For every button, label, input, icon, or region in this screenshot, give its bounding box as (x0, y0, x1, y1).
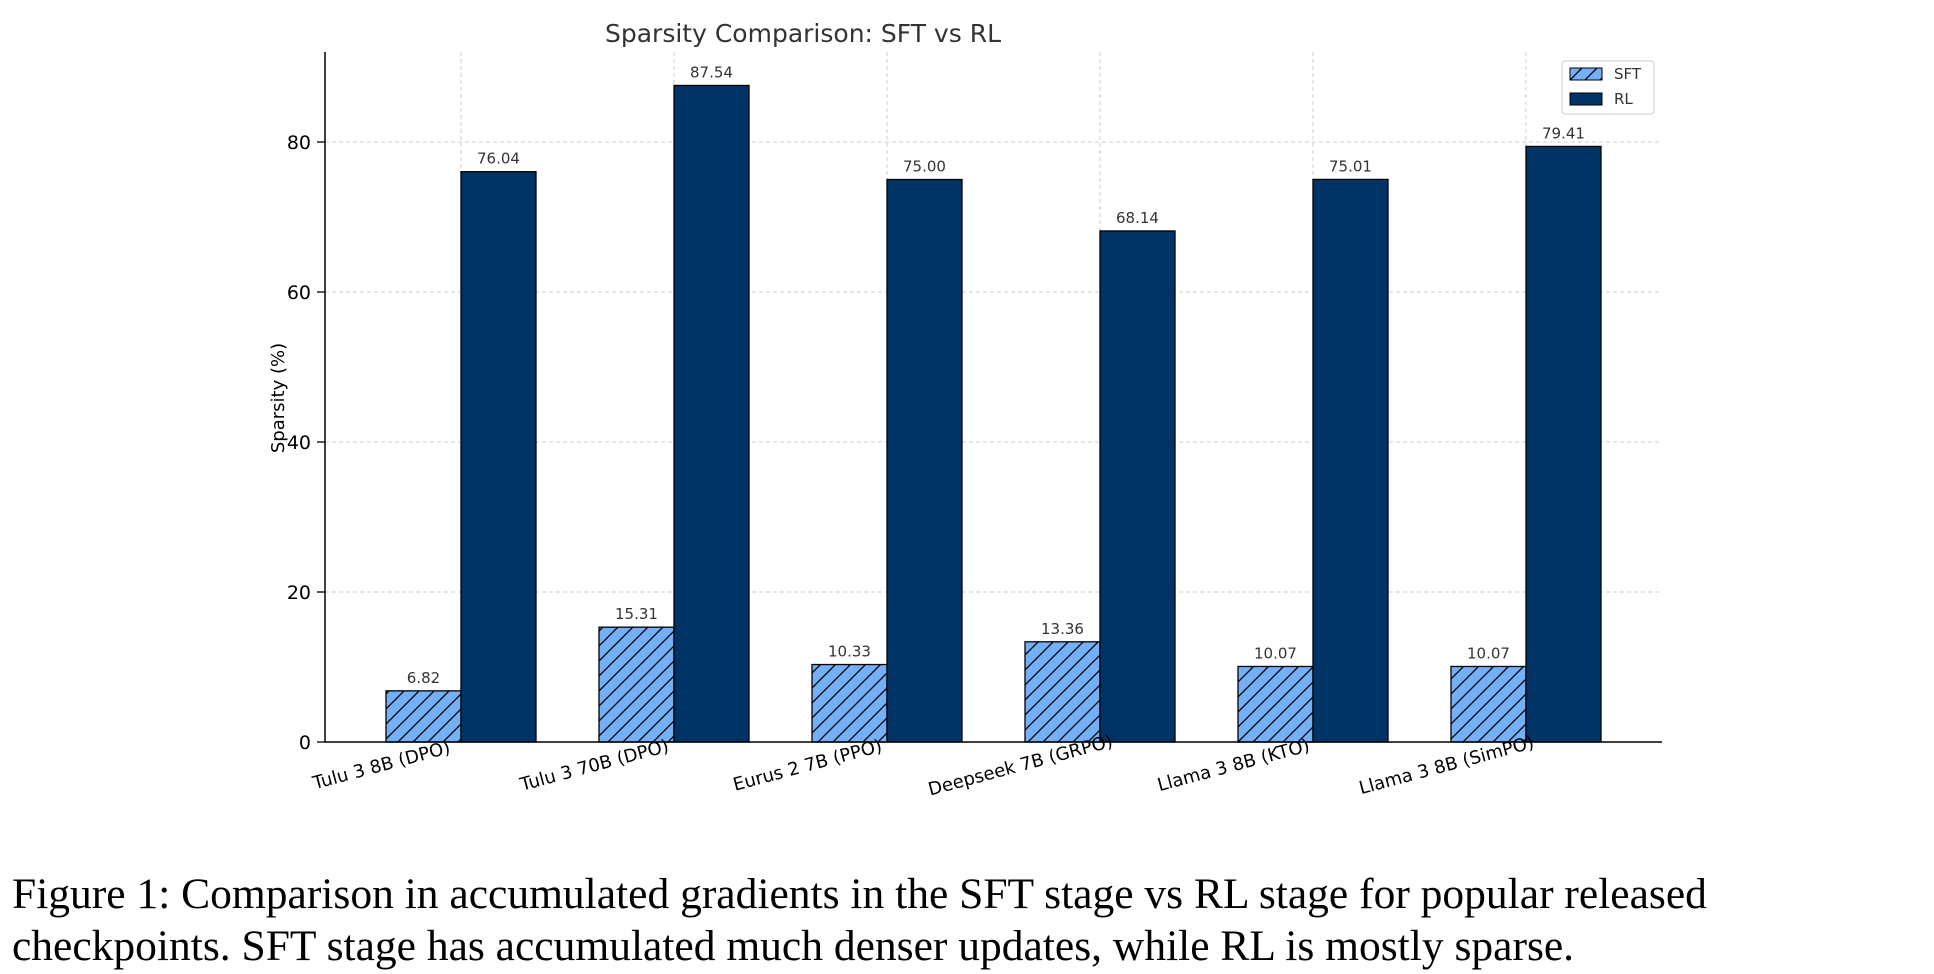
y-tick-label: 40 (287, 432, 311, 454)
legend-swatch-rl (1569, 92, 1603, 106)
y-tick-label: 60 (287, 282, 311, 304)
bars (385, 84, 1602, 743)
bar-chart: 0 20 40 60 80 6.82 15.31 10.33 13.36 10.07 10.07 76… (268, 19, 1662, 800)
bar-rl (1099, 230, 1176, 743)
bar-sft-hatch (598, 626, 675, 743)
legend-label-sft: SFT (1614, 65, 1642, 83)
axes (317, 52, 1662, 743)
bar-sft-hatch (385, 690, 462, 743)
bar-rl (460, 171, 537, 743)
x-tick-label: Tulu 3 70B (DPO) (517, 736, 671, 796)
x-tick-label: Tulu 3 8B (DPO) (310, 737, 453, 794)
bar-rl (673, 84, 750, 743)
bar-rl (886, 178, 963, 743)
sft-value-label: 10.07 (1254, 644, 1297, 662)
x-tick-label: Llama 3 8B (KTO) (1155, 735, 1312, 796)
sft-value-label: 10.33 (828, 643, 871, 661)
rl-value-label: 75.01 (1329, 157, 1372, 175)
rl-value-label: 79.41 (1542, 124, 1585, 142)
rl-value-label: 68.14 (1116, 209, 1159, 227)
y-tick-label: 80 (287, 132, 311, 154)
bar-sft-hatch (811, 663, 888, 743)
chart-figure: 0 20 40 60 80 6.82 15.31 10.33 13.36 10.07 10.07 76… (268, 19, 1662, 800)
bar-rl (1312, 178, 1389, 743)
y-axis-label: Sparsity (%) (268, 343, 289, 453)
sft-value-label: 10.07 (1467, 644, 1510, 662)
x-tick-label: Eurus 2 7B (PPO) (731, 736, 885, 796)
sft-value-label: 6.82 (407, 669, 440, 687)
sft-value-label: 15.31 (615, 605, 658, 623)
rl-value-label: 87.54 (690, 63, 733, 81)
y-tick-label: 0 (299, 732, 311, 754)
y-tick-label: 20 (287, 582, 311, 604)
bar-sft-hatch (1450, 665, 1527, 743)
bar-rl (1525, 145, 1602, 743)
rl-value-label: 75.00 (903, 158, 946, 176)
chart-title: Sparsity Comparison: SFT vs RL (605, 19, 1001, 48)
figure-caption: Figure 1: Comparison in accumulated grad… (12, 870, 1707, 970)
bar-sft-hatch (1024, 641, 1101, 743)
legend-label-rl: RL (1614, 90, 1633, 108)
legend: SFT RL (1561, 60, 1655, 115)
rl-value-label: 76.04 (477, 150, 520, 168)
sft-value-label: 13.36 (1041, 620, 1084, 638)
bar-sft-hatch (1237, 665, 1314, 743)
legend-swatch-sft-hatch (1569, 67, 1603, 81)
